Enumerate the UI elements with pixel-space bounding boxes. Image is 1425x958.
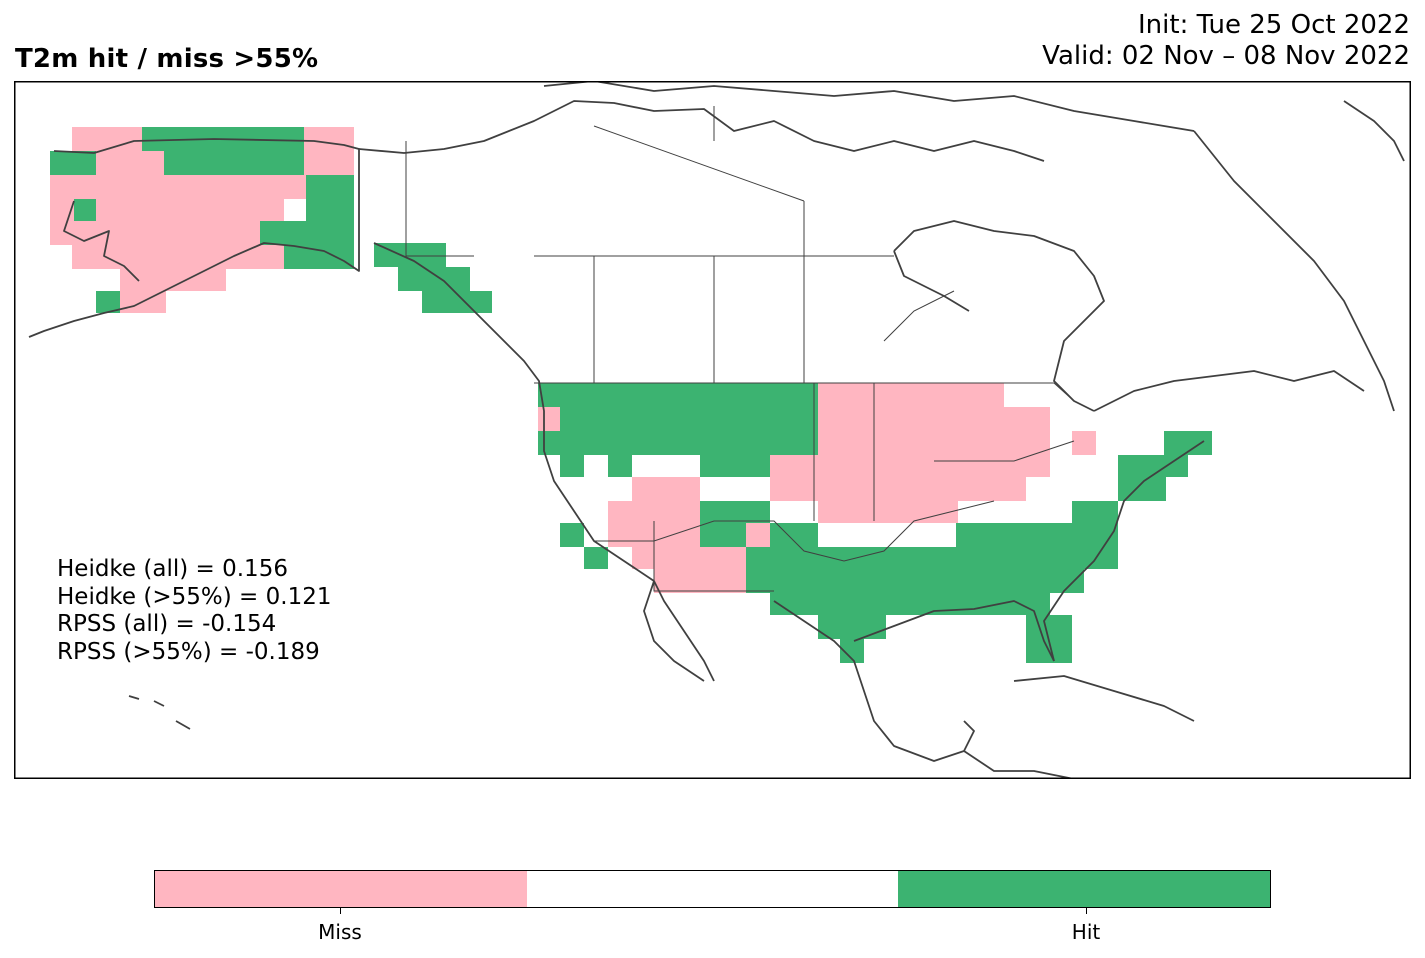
date-info: Init: Tue 25 Oct 2022 Valid: 02 Nov – 08… [1042,10,1410,72]
coastlines [28,81,1405,779]
heidke-all: Heidke (all) = 0.156 [57,556,288,582]
valid-range: Valid: 02 Nov – 08 Nov 2022 [1042,41,1410,71]
hit-label: Hit [1071,920,1101,944]
colorbar-hit-segment [898,871,1271,907]
colorbar [154,870,1271,908]
alaska-cells [50,127,354,313]
map-title: T2m hit / miss >55% [15,44,319,74]
skill-scores: Heidke (all) = 0.156 Heidke (>55%) = 0.1… [57,556,331,666]
miss-label: Miss [318,920,362,944]
colorbar-neutral-segment [526,871,899,907]
miss-tick [340,908,341,914]
heidke-55: Heidke (>55%) = 0.121 [57,583,332,610]
hit-miss-map [14,81,1411,779]
init-date: Init: Tue 25 Oct 2022 [1138,10,1410,40]
conus-cells [538,383,1212,663]
rpss-all: RPSS (all) = -0.154 [57,611,277,637]
rpss-55: RPSS (>55%) = -0.189 [57,638,320,665]
political-borders [358,106,1075,592]
bc-coast-cells [374,243,492,313]
hit-tick [1086,908,1087,914]
colorbar-miss-segment [155,871,527,907]
map-frame [14,81,1411,779]
